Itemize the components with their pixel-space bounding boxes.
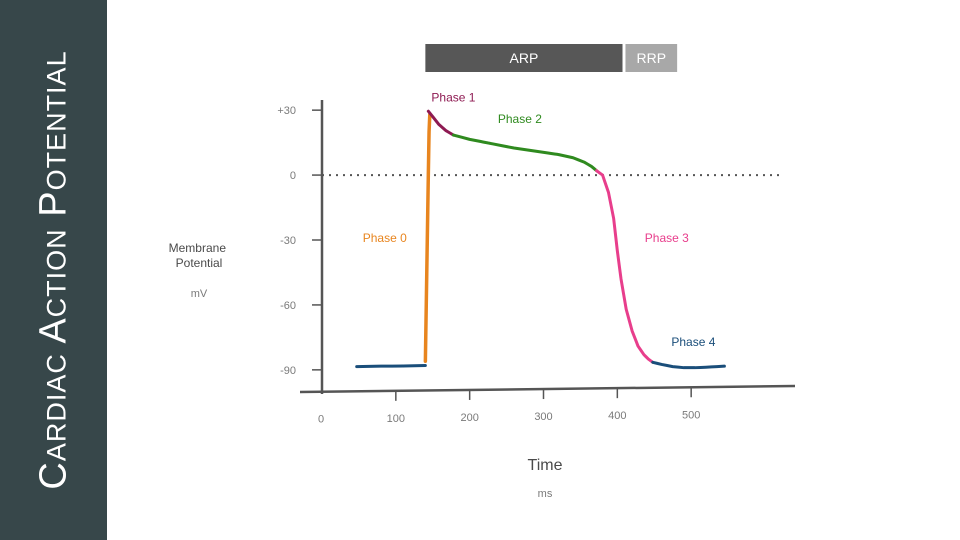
axis-labels: Membrane Potential mV Time ms	[169, 241, 563, 500]
series-lines	[355, 109, 726, 370]
axis-ticks: +30 0 -30 -60 -90 0 100 200 300 400 500	[277, 105, 700, 426]
phase-3-label: Phase 3	[645, 231, 689, 245]
x-tick-label: 200	[460, 412, 478, 424]
x-axis-label: Time	[528, 457, 563, 474]
x-axis-unit: ms	[538, 488, 553, 500]
refractory-periods: ARP RRP	[425, 44, 678, 72]
y-axis-unit: mV	[191, 288, 208, 300]
x-axis	[299, 384, 796, 394]
x-tick-label: 100	[387, 413, 405, 425]
sidebar: Cardiac Action Potential	[0, 0, 107, 540]
series-phase-3-line	[595, 169, 655, 364]
series-phase-2-line	[451, 133, 599, 173]
series-phase-0-line	[423, 112, 432, 363]
series-phase-4-line	[651, 360, 726, 370]
period-label-arp: ARP	[510, 50, 539, 66]
x-tick-label: 300	[534, 411, 552, 423]
phase-1-label: Phase 1	[431, 90, 475, 104]
phase-4-label: Phase 4	[671, 335, 715, 349]
phase-2-label: Phase 2	[498, 112, 542, 126]
y-tick-label: 0	[290, 170, 296, 182]
y-tick-label: -90	[280, 365, 296, 377]
chart-axes	[299, 100, 796, 394]
y-tick-label: -30	[280, 235, 296, 247]
period-bar-rrp	[625, 44, 678, 72]
series-phase-1-line	[426, 109, 455, 137]
y-axis-label: Membrane Potential	[169, 241, 230, 270]
phase-0-label: Phase 0	[363, 231, 407, 245]
series-phase-4-line	[355, 364, 427, 369]
x-tick-label: 400	[608, 410, 626, 422]
phase-labels: Phase 0 Phase 1 Phase 2 Phase 3 Phase 4	[363, 90, 716, 349]
y-tick-label: -60	[280, 300, 296, 312]
period-label-rrp: RRP	[637, 50, 667, 66]
period-bar-arp	[425, 44, 623, 72]
x-tick-label: 0	[318, 414, 324, 426]
x-tick-label: 500	[682, 409, 700, 421]
y-tick-label: +30	[277, 105, 296, 117]
